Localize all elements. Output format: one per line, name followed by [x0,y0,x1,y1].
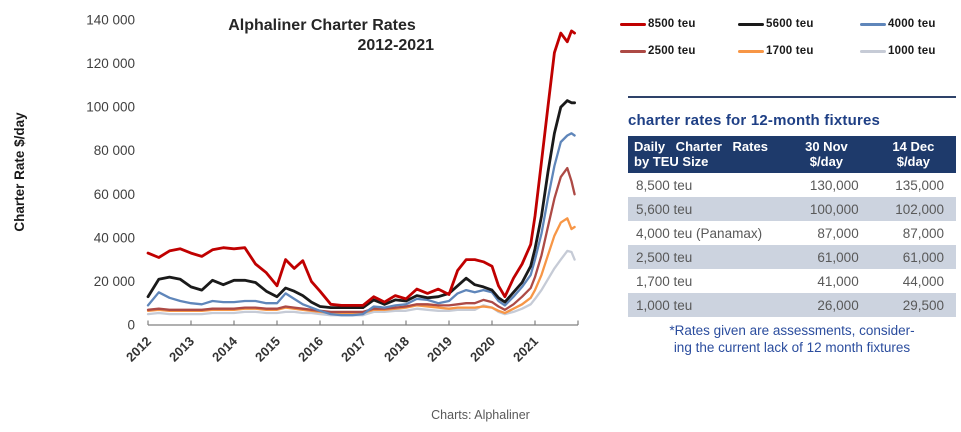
table-row: 4,000 teu (Panamax) 87,000 87,000 [628,221,956,245]
x-tick-label: 2015 [252,334,283,365]
x-tick-label: 2019 [424,334,455,365]
legend-item-5600-teu: 5600 teu [738,18,860,30]
legend-item-4000-teu: 4000 teu [860,18,961,30]
table-row: 2,500 teu 61,000 61,000 [628,245,956,269]
chart-title-line2: 2012-2021 [357,37,434,54]
chart-legend: 8500 teu 5600 teu 4000 teu 2500 teu 1700… [620,18,961,57]
legend-label: 2500 teu [648,45,696,57]
header-text: Daily Charter Rates [634,139,768,154]
legend-label: 4000 teu [888,18,936,30]
legend-label: 1700 teu [766,45,814,57]
footnote-line: ing the current lack of 12 month fixture… [673,339,911,355]
table-row: 5,600 teu 100,000 102,000 [628,197,956,221]
legend-swatch-1700 [738,49,764,53]
legend-item-1000-teu: 1000 teu [860,45,961,57]
table-row: 8,500 teu 130,000 135,000 [628,173,956,197]
rate-30nov-cell: 41,000 [817,273,859,289]
panel-title: charter rates for 12-month fixtures [628,112,881,129]
y-tick-label: 60 000 [94,187,135,202]
header-30-nov: 30 Nov $/day [782,136,871,173]
header-text: 30 Nov [805,139,848,154]
rate-30nov-cell: 61,000 [782,245,871,269]
series-line-2500-teu [146,166,576,314]
legend-item-1700-teu: 1700 teu [738,45,860,57]
legend-swatch-4000 [860,22,886,26]
teu-size-cell: 1,000 teu [628,293,783,317]
x-tick-label: 2013 [166,334,197,365]
series-line-4000-teu [146,132,576,317]
y-tick-label: 100 000 [86,100,135,115]
charter-rates-line-chart: Charter Rate $/day 140 000 120 000 100 000 8… [12,13,579,365]
table-header-row: Daily Charter Rates by TEU Size 30 Nov $… [628,136,956,173]
header-14-dec: 14 Dec $/day [870,136,956,173]
header-text: $/day [809,154,844,169]
legend-label: 8500 teu [648,18,696,30]
rates-table: Daily Charter Rates by TEU Size 30 Nov $… [628,136,956,317]
y-tick-label: 0 [127,318,135,333]
rate-30nov-cell: 130,000 [809,177,859,193]
teu-size-cell: 2,500 teu [628,245,783,269]
table-row: 1,700 teu 41,000 44,000 [628,269,956,293]
legend-item-2500-teu: 2500 teu [620,45,738,57]
rate-14dec-cell: 135,000 [895,177,944,193]
x-tick-label: 2016 [295,334,326,365]
rate-30nov-cell: 87,000 [817,225,859,241]
y-tick-label: 120 000 [86,56,135,71]
teu-size-cell: 8,500 teu [636,177,693,193]
header-teu-size: Daily Charter Rates by TEU Size [628,136,783,173]
series-line-5600-teu [146,99,576,310]
legend-swatch-5600 [738,22,764,26]
rate-30nov-cell: 26,000 [782,293,871,317]
rate-14dec-cell: 29,500 [870,293,956,317]
footnote-line: *Rates given are assessments, consider- [669,323,915,338]
y-axis-title: Charter Rate $/day [12,112,27,232]
table-row: 1,000 teu 26,000 29,500 [628,293,956,317]
series-line-8500-teu [146,29,576,307]
source-caption: Charts: Alphaliner [431,408,530,422]
legend-item-8500-teu: 8500 teu [620,18,738,30]
y-tick-label: 80 000 [94,143,135,158]
x-tick-label: 2021 [510,334,541,365]
y-tick-label: 40 000 [94,230,135,245]
x-tick-label: 2014 [209,333,241,365]
x-tick-label: 2020 [467,334,498,365]
rate-14dec-cell: 102,000 [870,197,956,221]
teu-size-cell: 1,700 teu [636,273,693,289]
x-tick-label: 2018 [381,334,412,365]
rate-14dec-cell: 44,000 [902,273,944,289]
series-line-1000-teu [146,249,576,317]
header-text: 14 Dec [892,139,935,154]
chart-title-line1: Alphaliner Charter Rates [228,17,416,34]
header-text: $/day [896,154,930,169]
legend-swatch-8500 [620,22,646,26]
x-tick-label: 2012 [123,334,154,365]
y-tick-label: 140 000 [86,13,135,28]
legend-label: 5600 teu [766,18,814,30]
rate-14dec-cell: 87,000 [902,225,944,241]
rate-30nov-cell: 100,000 [782,197,871,221]
rates-footnote: *Rates given are assessments, consider- … [628,323,956,357]
legend-swatch-1000 [860,49,886,53]
header-text: by TEU Size [634,154,709,169]
rates-table-panel: charter rates for 12-month fixtures Dail… [628,96,956,357]
teu-size-cell: 5,600 teu [628,197,783,221]
legend-label: 1000 teu [888,45,936,57]
x-tick-label: 2017 [338,334,369,365]
y-tick-label: 20 000 [94,274,135,289]
teu-size-cell: 4,000 teu (Panamax) [636,225,763,241]
rate-14dec-cell: 61,000 [870,245,956,269]
legend-swatch-2500 [620,49,646,53]
